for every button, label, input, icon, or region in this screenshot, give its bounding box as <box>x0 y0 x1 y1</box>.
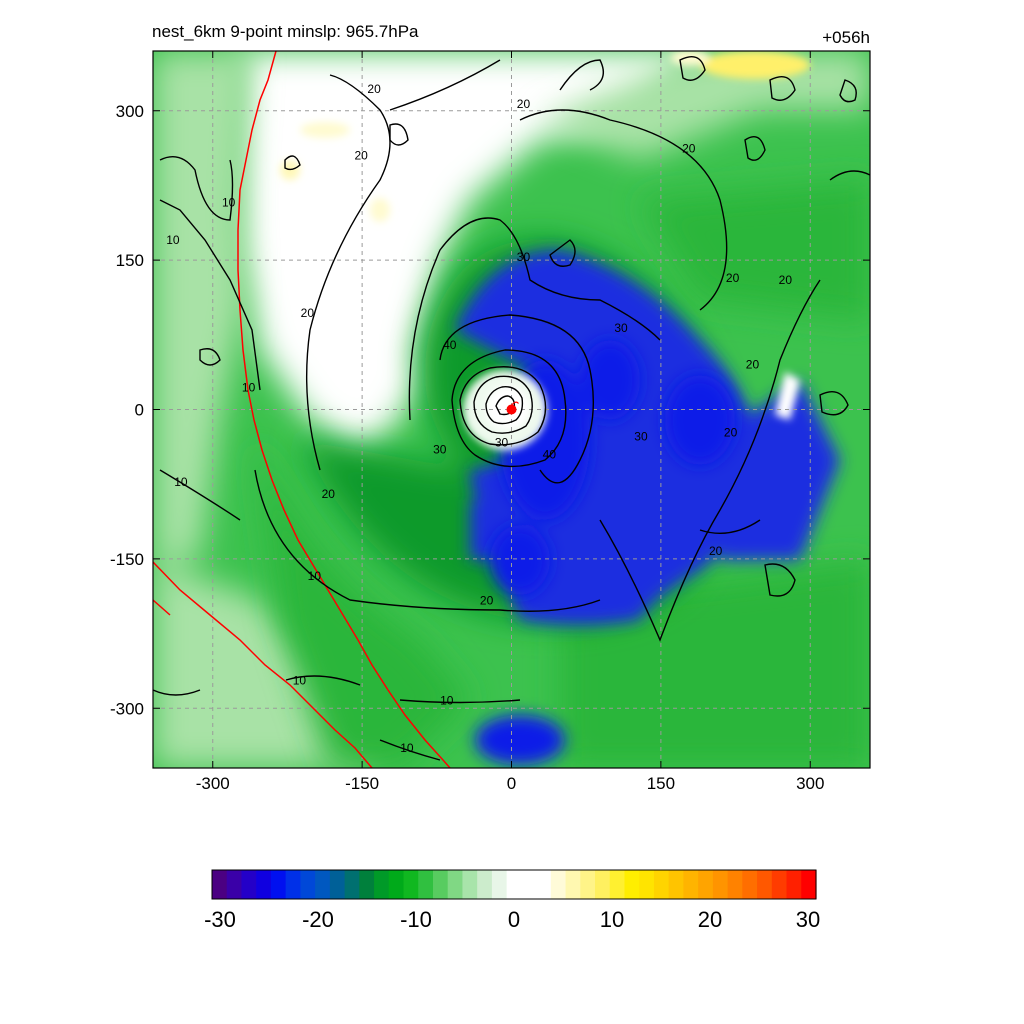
contour-label: 20 <box>367 82 381 96</box>
contour-label: 10 <box>440 693 454 707</box>
colorbar-swatch <box>727 870 743 899</box>
contour-label: 40 <box>543 447 557 461</box>
colorbar-swatch <box>418 870 434 899</box>
contour-label: 10 <box>242 381 256 395</box>
colorbar-tick-label: -20 <box>302 907 334 932</box>
storm-center-marker <box>506 401 519 415</box>
contour-label: 30 <box>517 250 531 264</box>
colorbar-swatch <box>742 870 758 899</box>
colorbar: -30 -20 -10 0 10 20 30 <box>204 869 820 932</box>
colorbar-swatch <box>270 870 287 899</box>
contour-label: 20 <box>480 594 494 608</box>
colorbar-swatch <box>256 870 272 899</box>
storm-track <box>509 401 519 408</box>
colorbar-swatch <box>536 870 552 899</box>
contour-label: 30 <box>433 442 447 456</box>
colorbar-swatch <box>462 870 478 899</box>
contour-labels: 20 20 20 20 10 10 30 20 20 20 30 40 20 10 30 20 30 30 40 10… <box>166 82 792 755</box>
colorbar-swatch <box>285 870 301 899</box>
colorbar-swatch <box>712 870 729 899</box>
colorbar-swatch <box>565 870 581 899</box>
y-tick-label: 150 <box>116 251 144 270</box>
contour-label: 30 <box>614 321 628 335</box>
x-tick-label: -150 <box>345 774 379 793</box>
contour-label: 10 <box>308 569 322 583</box>
colorbar-swatch <box>771 870 788 899</box>
colorbar-tick-label: -30 <box>204 907 236 932</box>
colorbar-swatch <box>344 870 360 899</box>
colorbar-swatch <box>786 870 802 899</box>
colorbar-swatch <box>580 870 596 899</box>
colorbar-swatch <box>653 870 670 899</box>
contour-label: 20 <box>301 306 315 320</box>
colorbar-tick-label: 30 <box>796 907 820 932</box>
colorbar-swatch <box>447 870 464 899</box>
colorbar-swatch <box>388 870 405 899</box>
colorbar-tick-label: 20 <box>698 907 722 932</box>
contour-label: 10 <box>166 233 180 247</box>
colorbar-tick-label: 0 <box>508 907 520 932</box>
contour-label: 20 <box>779 273 793 287</box>
colorbar-swatch <box>668 870 685 899</box>
colorbar-swatch <box>550 870 567 899</box>
contour-label: 20 <box>746 358 760 372</box>
contour-label: 40 <box>443 338 457 352</box>
colorbar-swatch <box>595 870 611 899</box>
colorbar-swatch <box>432 870 449 899</box>
x-tick-label: -300 <box>196 774 230 793</box>
y-axis: 300 150 0 -150 -300 <box>110 102 870 718</box>
colorbar-swatch <box>609 870 626 899</box>
x-axis: -300 -150 0 150 300 <box>196 51 824 793</box>
colorbar-swatch <box>403 870 419 899</box>
colorbar-swatch <box>491 870 508 899</box>
x-tick-label: 150 <box>647 774 675 793</box>
colorbar-swatch <box>801 870 817 899</box>
coastline <box>153 51 451 768</box>
colorbar-swatch <box>226 870 243 899</box>
chart-title: nest_6km 9-point minslp: 965.7hPa <box>152 22 419 41</box>
colorbar-swatch <box>683 870 699 899</box>
contour-label: 20 <box>354 149 368 163</box>
storm-center-dot <box>506 404 517 415</box>
contour-label: 20 <box>322 487 336 501</box>
colorbar-swatch <box>329 870 346 899</box>
contour-label: 10 <box>293 673 307 687</box>
colorbar-swatch <box>757 870 773 899</box>
contour-label: 30 <box>634 429 648 443</box>
contour-lines <box>153 56 870 761</box>
colorbar-swatch <box>506 870 522 899</box>
x-tick-label: 300 <box>796 774 824 793</box>
colorbar-swatch <box>359 870 375 899</box>
contour-label: 30 <box>495 435 509 449</box>
colorbar-swatch <box>241 870 257 899</box>
x-tick-label: 0 <box>507 774 516 793</box>
forecast-hour-label: +056h <box>822 28 870 47</box>
y-tick-label: -150 <box>110 550 144 569</box>
colorbar-swatch <box>624 870 640 899</box>
contour-label: 20 <box>682 142 696 156</box>
contour-label: 10 <box>222 195 236 209</box>
colorbar-swatch <box>521 870 537 899</box>
colorbar-tick-label: -10 <box>400 907 432 932</box>
colorbar-swatch <box>639 870 655 899</box>
colorbar-frame <box>211 869 817 900</box>
colorbar-swatch <box>315 870 331 899</box>
contour-label: 20 <box>709 544 723 558</box>
colorbar-swatch <box>698 870 714 899</box>
y-tick-label: 0 <box>135 401 144 420</box>
colorbar-swatch <box>374 870 390 899</box>
contour-label: 20 <box>517 97 531 111</box>
colorbar-swatch <box>300 870 316 899</box>
contour-label: 10 <box>174 475 188 489</box>
colorbar-tick-label: 10 <box>600 907 624 932</box>
colorbar-swatch <box>212 870 228 899</box>
contour-label: 20 <box>726 271 740 285</box>
y-tick-label: -300 <box>110 699 144 718</box>
y-tick-label: 300 <box>116 102 144 121</box>
colorbar-swatch <box>477 870 493 899</box>
contour-label: 20 <box>724 425 738 439</box>
contour-label: 10 <box>400 741 414 755</box>
